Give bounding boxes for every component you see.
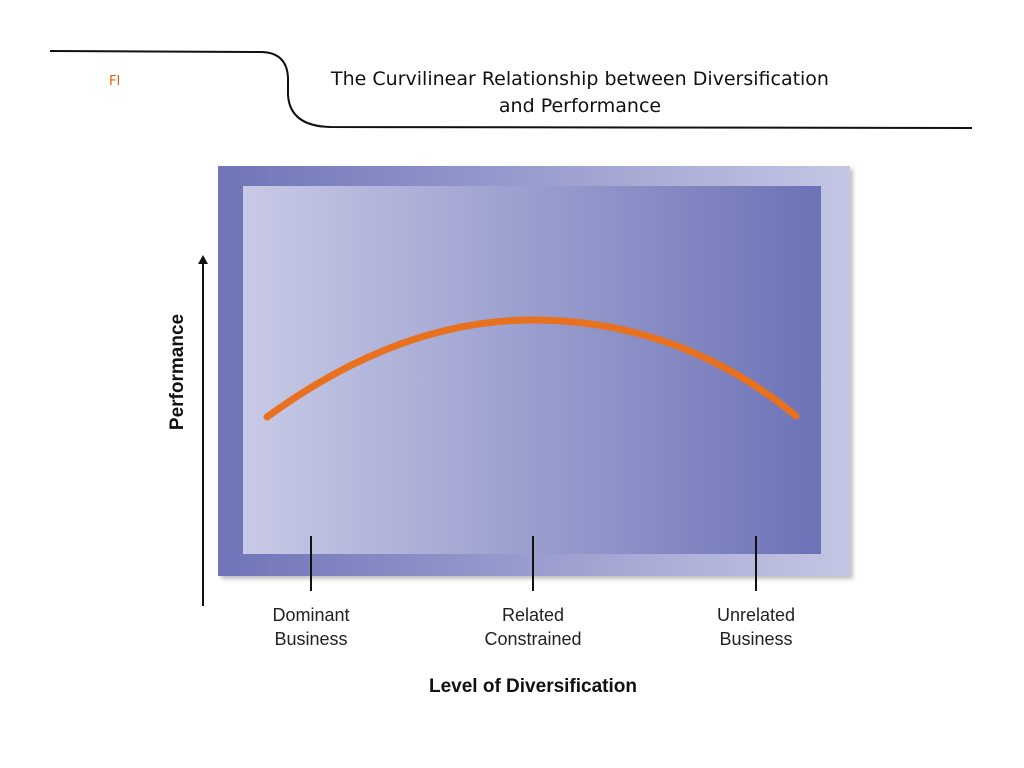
y-axis-label: Performance [167, 313, 188, 431]
header-divider [49, 50, 973, 129]
x-axis-label: Level of Diversification [428, 676, 637, 697]
y-axis-arrowhead [198, 255, 208, 264]
corner-label: FI [109, 74, 121, 89]
performance-curve [263, 316, 800, 421]
category-label-unrelated-business: Unrelated Business [716, 605, 796, 649]
header-divider-line [49, 50, 973, 129]
slide-title: The Curvilinear Relationship between Div… [331, 68, 829, 117]
category-label-related-constrained: Related Constrained [484, 605, 582, 649]
category-label-dominant-business: Dominant Business [272, 605, 350, 649]
